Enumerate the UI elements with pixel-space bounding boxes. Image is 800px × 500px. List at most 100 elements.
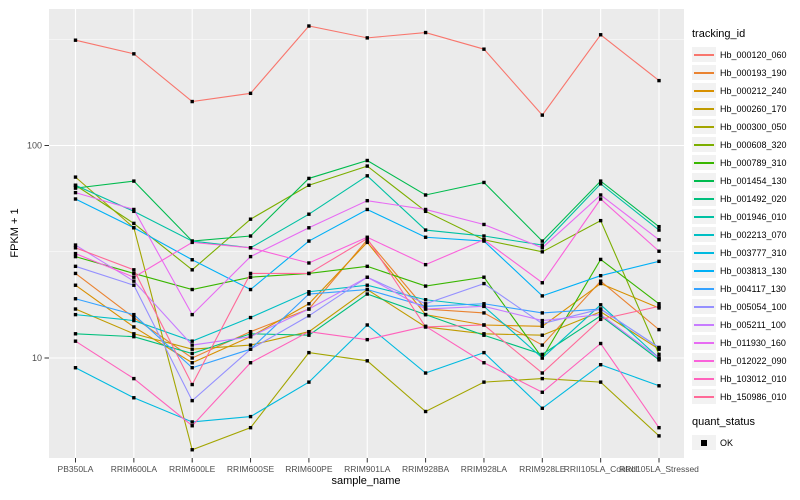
legend-entry: Hb_000193_190 <box>692 65 798 80</box>
data-point <box>73 307 78 311</box>
legend-title-quant-status: quant_status <box>692 416 755 428</box>
data-point <box>540 311 544 315</box>
data-point <box>540 294 544 298</box>
legend-key-line <box>694 287 714 290</box>
data-point <box>657 224 661 229</box>
legend-entry: Hb_012022_090 <box>692 353 798 368</box>
data-point <box>540 243 544 247</box>
data-point <box>307 333 311 337</box>
data-point <box>482 380 486 384</box>
legend-key-line <box>694 143 714 146</box>
data-point <box>248 329 253 334</box>
legend-key-line <box>694 233 714 236</box>
x-tick-label: RRIM928LE <box>519 464 566 474</box>
data-point <box>190 366 194 370</box>
data-point <box>132 275 136 279</box>
data-point <box>423 209 428 214</box>
plot-panel <box>49 9 684 458</box>
data-point <box>540 322 544 326</box>
data-point <box>307 314 311 318</box>
data-point <box>307 307 311 311</box>
legend-entry-label: Hb_000193_190 <box>720 67 787 78</box>
data-point <box>73 197 78 201</box>
data-point <box>598 279 603 283</box>
legend-entry-label: Hb_001454_130 <box>720 175 787 186</box>
x-tick-label: RRIM600LE <box>169 464 216 474</box>
data-point <box>248 334 253 339</box>
data-point <box>248 287 253 292</box>
legend-key <box>692 101 716 116</box>
data-point <box>248 425 253 430</box>
data-point <box>598 362 603 367</box>
legend-key <box>692 389 716 404</box>
legend-title-tracking-id: tracking_id <box>692 28 746 40</box>
data-point <box>598 179 603 183</box>
legend-key <box>692 245 716 260</box>
data-point <box>482 323 486 327</box>
legend-key-line <box>694 197 714 200</box>
data-point <box>132 226 136 230</box>
legend-entry-label: Hb_005211_100 <box>720 319 786 330</box>
data-point <box>657 228 661 232</box>
legend-key <box>692 155 716 170</box>
data-point <box>190 347 194 351</box>
data-point <box>248 217 253 221</box>
data-point <box>540 352 544 357</box>
y-tick-label: 10 <box>32 353 42 363</box>
legend-key <box>692 317 716 332</box>
legend-key <box>692 281 716 296</box>
data-point <box>190 258 194 262</box>
data-point <box>657 249 661 253</box>
legend-key <box>692 47 716 62</box>
data-point <box>423 262 428 267</box>
data-point <box>598 317 603 322</box>
data-point <box>307 226 311 230</box>
data-point <box>73 175 78 179</box>
legend-key-line <box>694 71 714 74</box>
legend-key-line <box>694 53 714 56</box>
legend-entry: Hb_103012_010 <box>692 371 798 386</box>
legend-key-line <box>694 377 714 380</box>
data-point <box>73 271 78 276</box>
data-point <box>307 212 311 216</box>
data-point <box>482 304 486 309</box>
data-point <box>73 186 78 190</box>
data-point <box>248 347 253 351</box>
data-point <box>657 238 661 242</box>
y-axis-title: FPKM + 1 <box>9 208 21 258</box>
x-tick-label: RRII105LA_Control <box>564 464 638 474</box>
data-point <box>190 343 194 347</box>
data-point <box>190 268 194 272</box>
data-point <box>132 283 136 287</box>
data-point <box>540 406 544 410</box>
data-point <box>307 302 311 306</box>
legend-key <box>692 435 716 450</box>
data-point <box>657 384 661 388</box>
legend-entry: Hb_000260_170 <box>692 101 798 116</box>
x-tick-label: RRIM600SE <box>227 464 275 474</box>
legend-key-line <box>694 269 714 272</box>
legend-entry-label: Hb_003813_130 <box>720 265 787 276</box>
data-point <box>540 246 544 250</box>
x-tick-label: RRIM600PE <box>285 464 333 474</box>
data-point <box>73 183 78 187</box>
data-point <box>132 315 136 320</box>
x-tick-label: RRIM901LA <box>344 464 391 474</box>
legend-key <box>692 371 716 386</box>
data-point <box>132 318 136 323</box>
legend: tracking_id Hb_000120_060 Hb_000193_190 Hb… <box>692 28 798 453</box>
data-point <box>73 38 78 42</box>
legend-entry-label: Hb_004117_130 <box>720 283 786 294</box>
data-point <box>73 332 78 336</box>
legend-entry-label: Hb_150986_010 <box>720 391 787 402</box>
data-point <box>423 371 428 375</box>
data-point <box>73 264 78 269</box>
data-point <box>598 312 603 317</box>
legend-key <box>692 353 716 368</box>
data-point <box>73 251 78 256</box>
legend-entry: Hb_001946_010 <box>692 209 798 224</box>
data-point <box>657 78 661 83</box>
data-point <box>482 311 486 315</box>
data-point <box>540 324 544 328</box>
